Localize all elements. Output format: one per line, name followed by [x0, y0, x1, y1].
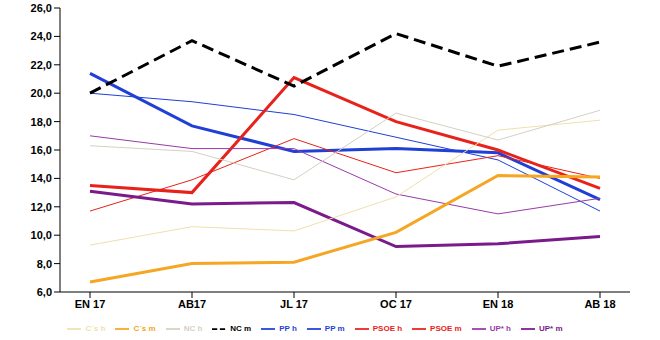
svg-text:AB 18: AB 18	[584, 298, 615, 310]
svg-text:EN 17: EN 17	[75, 298, 106, 310]
svg-text:AB17: AB17	[178, 298, 206, 310]
html-text:UP* h: UP* h	[489, 324, 511, 334]
svg-text:20,0: 20,0	[31, 87, 52, 99]
svg-text:12,0: 12,0	[31, 201, 52, 213]
svg-text:18,0: 18,0	[31, 116, 52, 128]
svg-text:OC 17: OC 17	[380, 298, 412, 310]
html-text:NC m: NC m	[230, 324, 252, 334]
html-text:PP h: PP h	[279, 324, 297, 334]
svg-text:8,0: 8,0	[37, 258, 52, 270]
svg-text:10,0: 10,0	[31, 229, 52, 241]
svg-text:24,0: 24,0	[31, 30, 52, 42]
svg-text:6,0: 6,0	[37, 286, 52, 298]
svg-text:EN 18: EN 18	[483, 298, 514, 310]
svg-text:16,0: 16,0	[31, 144, 52, 156]
html-text:PSOE h: PSOE h	[372, 324, 403, 334]
html-text:PSOE m: PSOE m	[430, 324, 462, 334]
svg-text:26,0: 26,0	[31, 2, 52, 14]
html-text:PP m: PP m	[324, 324, 345, 334]
svg-text:JL 17: JL 17	[280, 298, 308, 310]
html-text:C´s m: C´s m	[133, 324, 156, 334]
svg-text:14,0: 14,0	[31, 172, 52, 184]
html-text:UP* m: UP* m	[539, 324, 563, 334]
svg-text:22,0: 22,0	[31, 59, 52, 71]
html-text:C´s h: C´s h	[85, 324, 106, 334]
html-text:NC h: NC h	[183, 324, 203, 334]
